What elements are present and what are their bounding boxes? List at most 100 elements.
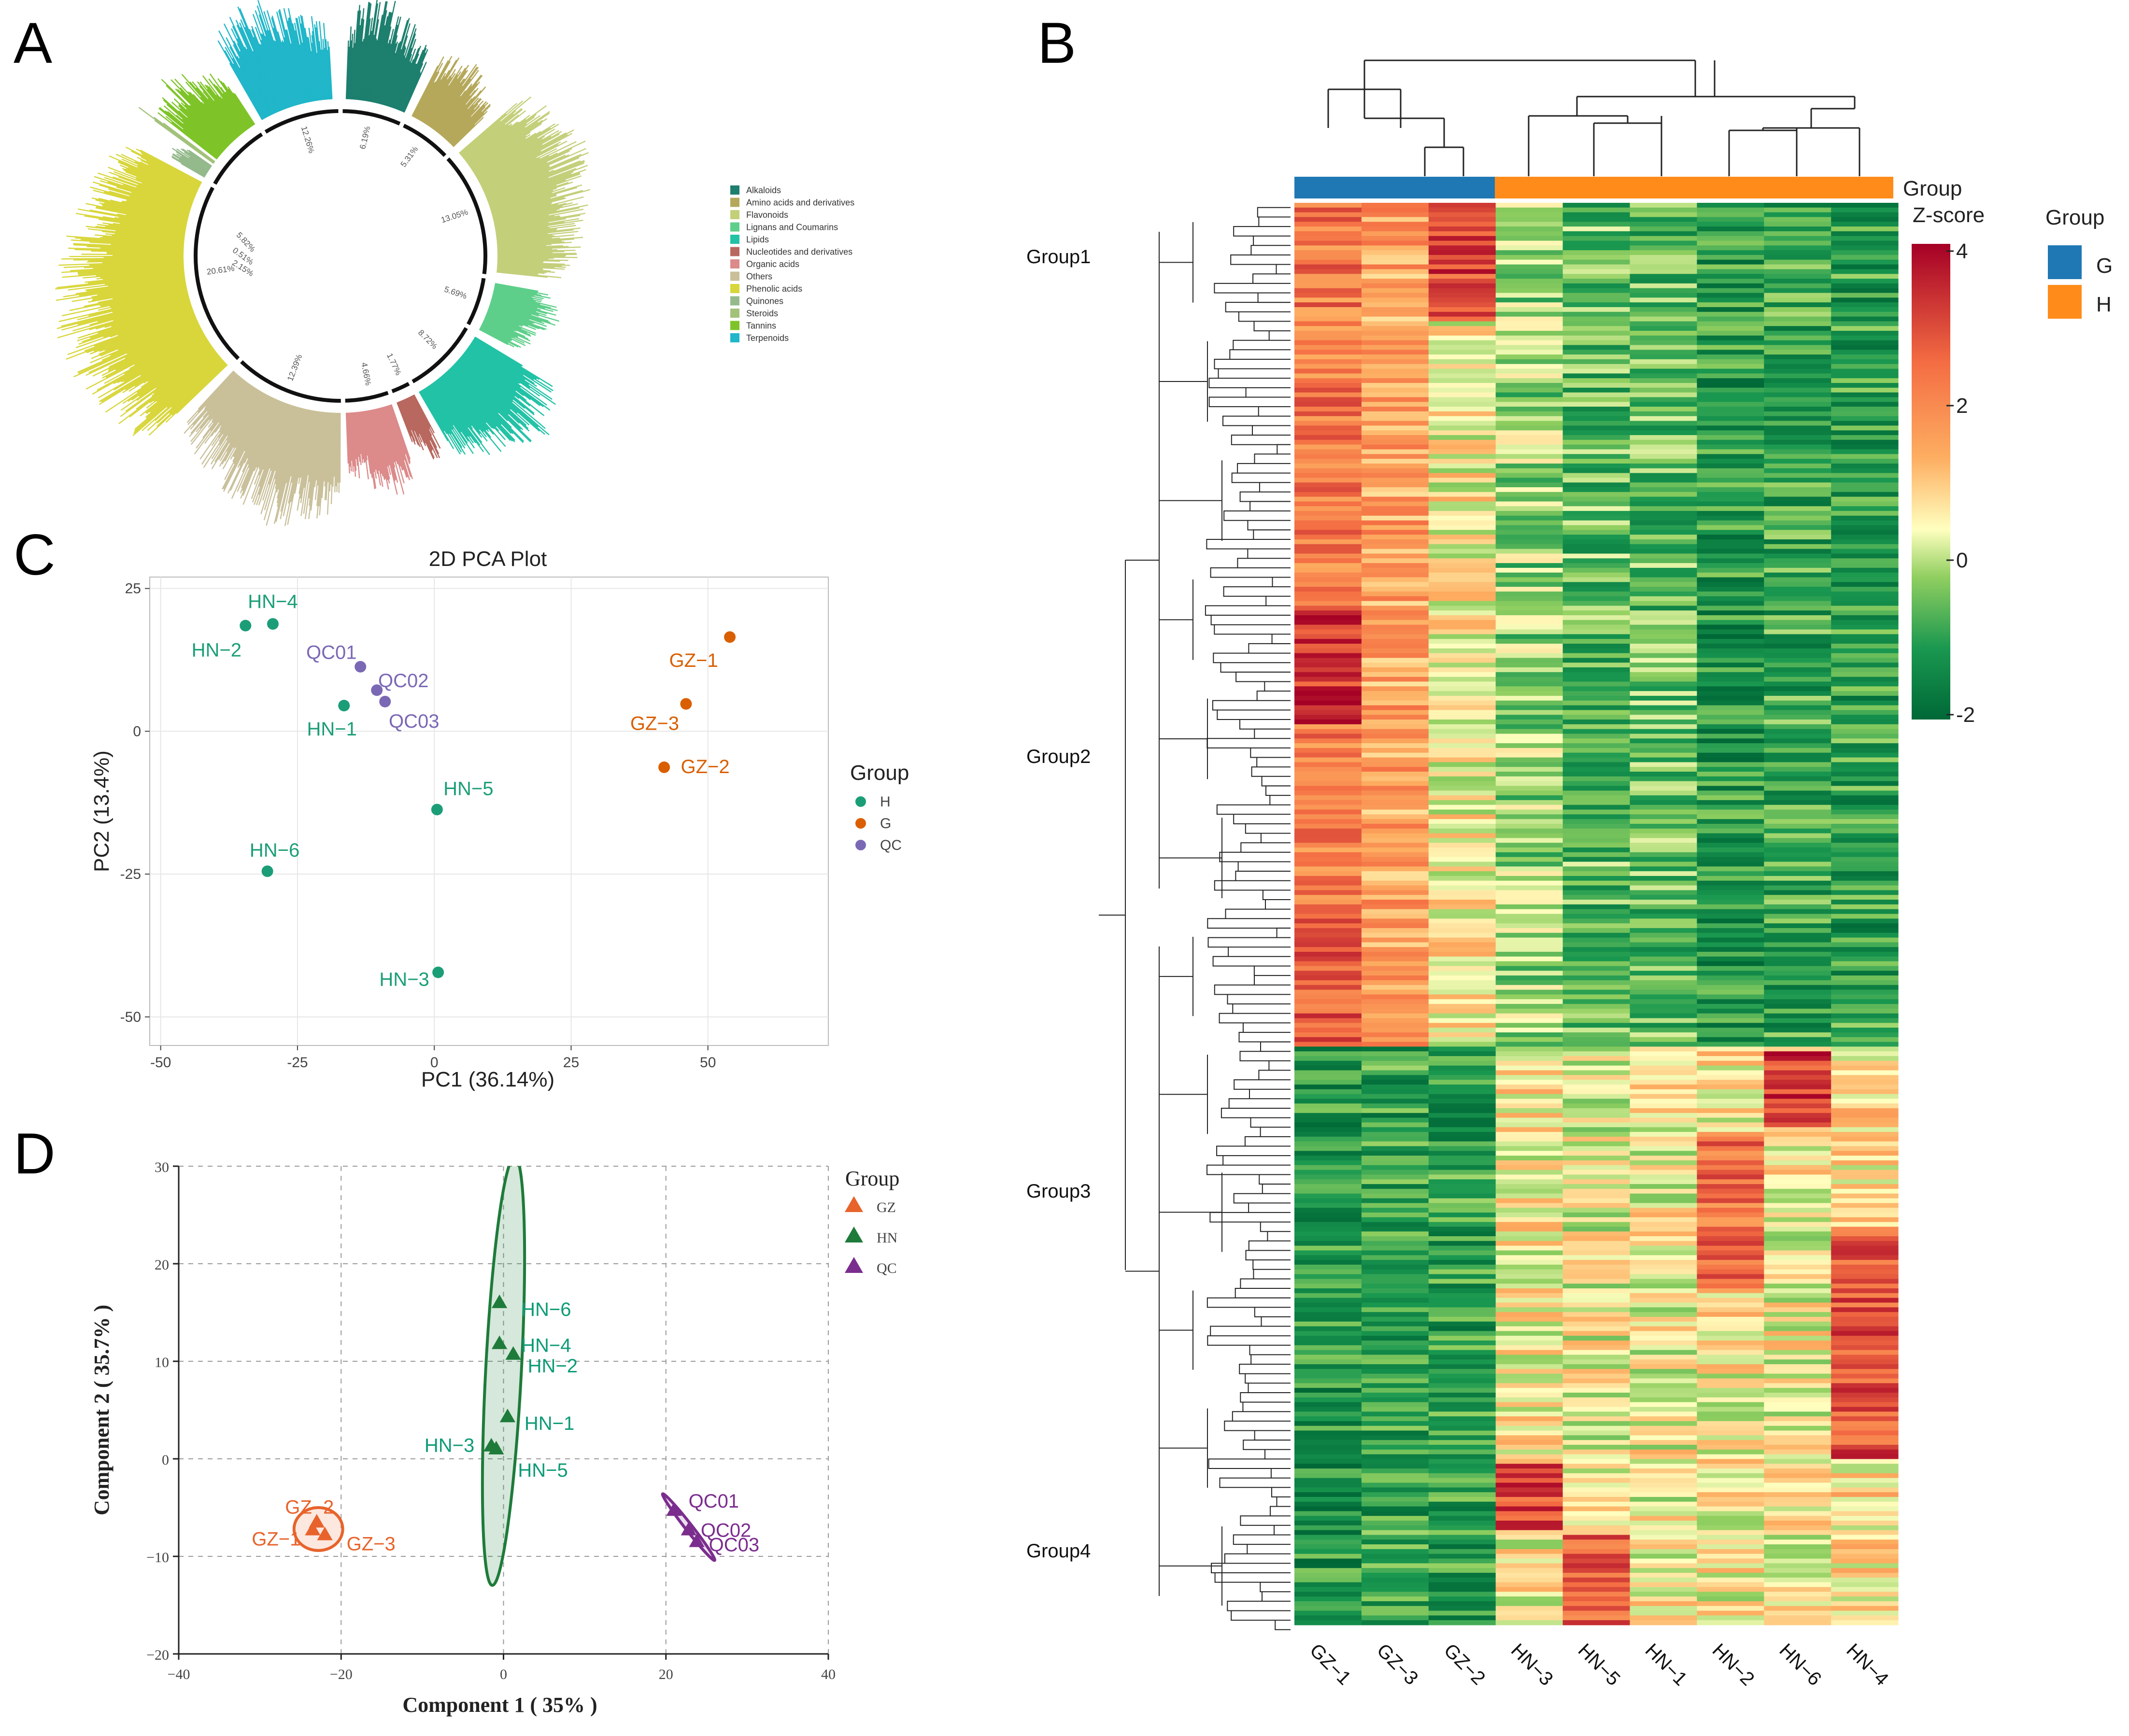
circular-bar [77, 292, 188, 321]
heatmap-cell [1428, 1577, 1496, 1583]
heatmap-cell [1697, 695, 1764, 701]
circular-bar [428, 385, 462, 433]
heatmap-cell [1764, 686, 1831, 692]
circular-bar [73, 244, 184, 250]
heatmap-cell [1831, 459, 1899, 464]
circular-bar [411, 395, 432, 436]
heatmap-cell [1764, 971, 1831, 976]
heatmap-cell [1831, 1284, 1899, 1289]
heatmap-cell [1428, 1004, 1496, 1009]
heatmap-cell [1630, 809, 1697, 815]
circular-bar [492, 198, 566, 218]
heatmap-cell [1764, 890, 1831, 895]
circular-bar [176, 148, 210, 171]
heatmap-cell [1630, 1449, 1697, 1455]
heatmap-cell [1764, 781, 1831, 787]
heatmap-cell [1294, 1464, 1362, 1469]
circular-bar [251, 26, 284, 110]
heatmap-cell [1495, 1227, 1563, 1232]
circular-bar [389, 405, 411, 465]
heatmap-cell [1294, 606, 1362, 611]
heatmap-cell [1294, 885, 1362, 891]
heatmap-cell [1428, 1378, 1496, 1383]
heatmap-cell [1495, 1402, 1563, 1408]
circular-bar [369, 409, 383, 477]
circular-bar [311, 16, 323, 100]
heatmap-cell [1697, 416, 1764, 422]
pca-point-label: QC01 [306, 642, 357, 663]
circular-bar [255, 404, 291, 506]
heatmap-cell [1428, 762, 1496, 767]
circular-bar [494, 203, 578, 223]
heatmap-cell [1294, 852, 1362, 858]
heatmap-cell [1294, 705, 1362, 710]
heatmap-cell [1495, 1464, 1563, 1469]
heatmap-cell [1764, 1407, 1831, 1412]
heatmap-cell [1562, 847, 1630, 853]
heatmap-cell [1697, 748, 1764, 753]
heatmap-cell [1495, 1355, 1563, 1360]
heatmap-cell [1697, 1435, 1764, 1440]
heatmap-cell [1428, 1089, 1496, 1095]
heatmap-cell [1697, 425, 1764, 431]
circular-bar [262, 33, 289, 108]
circular-bar [282, 40, 300, 105]
heatmap-cell [1630, 610, 1697, 616]
heatmap-cell [1428, 871, 1496, 876]
circular-bar [287, 20, 307, 103]
heatmap-cell [1495, 345, 1563, 350]
circular-bar [326, 50, 331, 99]
circular-bar [484, 316, 531, 337]
heatmap-cell [1697, 1042, 1764, 1047]
heatmap-cell [1697, 966, 1764, 971]
percent-label: 8.72% [416, 328, 440, 351]
heatmap-cell [1630, 734, 1697, 739]
heatmap-cell [1764, 624, 1831, 630]
heatmap-cell [1361, 1530, 1429, 1536]
circular-bar [422, 69, 456, 123]
circular-bar [487, 309, 539, 329]
circular-bar [440, 376, 487, 431]
heatmap-cell [1495, 572, 1563, 578]
circular-bar [400, 52, 426, 112]
heatmap-cell [1361, 359, 1429, 365]
circular-bar [61, 257, 184, 260]
circular-bar [240, 27, 278, 113]
column-dendrogram [1327, 59, 1860, 176]
circular-bar [472, 340, 534, 381]
heatmap-cell [1428, 900, 1496, 905]
heatmap-cell [1764, 1516, 1831, 1521]
circular-bar [478, 129, 574, 182]
heatmap-cell [1831, 1208, 1899, 1213]
heatmap-cell [1697, 624, 1764, 630]
heatmap-cell [1831, 1241, 1899, 1246]
tick-label-y: 0 [162, 1452, 169, 1468]
heatmap-cell [1562, 1094, 1630, 1099]
pca-x-axis-label: PC1 (36.14%) [421, 1068, 554, 1091]
heatmap-cell [1764, 487, 1831, 493]
heatmap-cell [1361, 989, 1429, 995]
circular-bar [285, 408, 305, 483]
heatmap-cell [1294, 1558, 1362, 1564]
heatmap-cell [1831, 1089, 1899, 1095]
heatmap-cell [1495, 1530, 1563, 1536]
circular-bar [171, 101, 225, 151]
heatmap-cell [1428, 368, 1496, 374]
circular-bar [111, 243, 184, 249]
circular-bar [319, 21, 327, 100]
heatmap-cell [1831, 378, 1899, 383]
heatmap-cell [1294, 501, 1362, 507]
heatmap-cell [1294, 549, 1362, 554]
heatmap-cell [1630, 1440, 1697, 1445]
heatmap-cell [1831, 496, 1899, 502]
circular-bar [170, 79, 232, 143]
heatmap-cell [1495, 724, 1563, 730]
circular-bar [118, 216, 186, 230]
circular-bar [430, 78, 466, 128]
circular-bar [122, 200, 189, 218]
heatmap-cell [1630, 1288, 1697, 1294]
circular-bar [56, 279, 186, 301]
circular-bar [412, 395, 430, 430]
heatmap-cell [1562, 606, 1630, 611]
heatmap-cell [1361, 1065, 1429, 1071]
